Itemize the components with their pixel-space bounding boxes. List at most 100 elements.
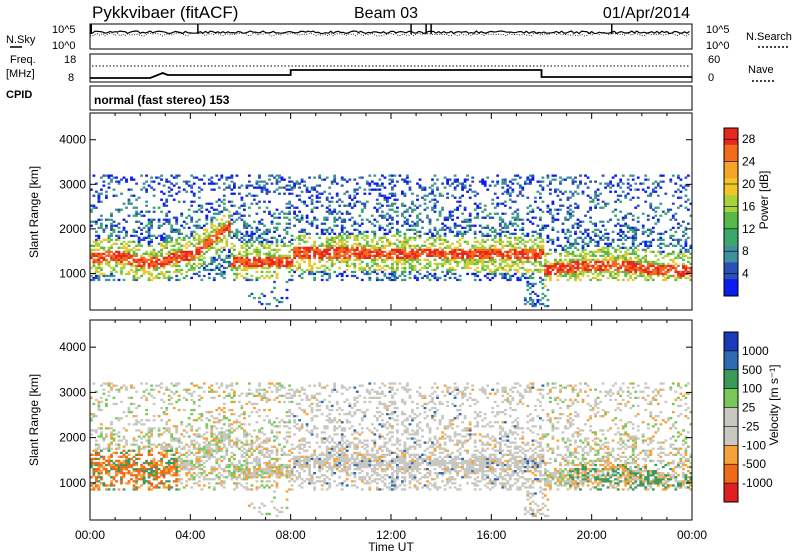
power-cell <box>187 236 191 239</box>
power-cell <box>142 256 146 259</box>
power-cell <box>624 272 628 276</box>
power-cell <box>478 248 482 251</box>
power-cell <box>659 272 663 276</box>
power-cell <box>594 258 597 261</box>
power-cell <box>401 190 404 193</box>
power-cell <box>355 242 359 245</box>
colorbar-swatch <box>724 128 738 146</box>
power-cell <box>323 190 327 193</box>
power-cell <box>308 236 311 239</box>
velocity-cell <box>137 449 141 452</box>
power-cell <box>483 226 487 229</box>
power-cell <box>621 242 625 245</box>
power-cell <box>551 200 555 203</box>
power-cell <box>160 178 163 181</box>
power-cell <box>110 218 113 221</box>
power-cell <box>526 178 530 181</box>
velocity-cell <box>110 421 113 424</box>
power-cell <box>340 244 344 247</box>
power-cell <box>243 264 246 268</box>
power-cell <box>228 262 231 266</box>
power-cell <box>626 270 630 274</box>
power-cell <box>275 208 279 211</box>
power-cell <box>594 232 597 235</box>
velocity-cell <box>135 486 138 489</box>
power-cell <box>373 262 377 266</box>
power-cell <box>285 226 289 229</box>
power-cell <box>190 216 194 219</box>
power-cell <box>192 230 196 233</box>
power-cell <box>381 252 384 255</box>
power-cell <box>473 202 477 205</box>
power-cell <box>107 278 111 282</box>
power-cell <box>581 258 585 261</box>
power-cell <box>355 236 359 239</box>
power-cell <box>486 256 490 259</box>
power-cell <box>403 270 407 274</box>
power-cell <box>584 182 587 185</box>
power-cell <box>471 246 475 249</box>
power-cell <box>320 258 324 261</box>
power-cell <box>556 270 560 274</box>
velocity-cell <box>97 476 101 479</box>
freq-label-line2: [MHz] <box>6 68 35 80</box>
power-cell <box>521 228 525 231</box>
power-cell <box>117 254 121 257</box>
power-cell <box>483 254 487 257</box>
power-cell <box>177 230 181 233</box>
power-cell <box>483 246 487 249</box>
power-cell <box>679 248 683 251</box>
power-cell <box>330 196 334 199</box>
power-cell <box>443 252 447 255</box>
power-cell <box>260 274 264 278</box>
power-cell <box>378 188 382 191</box>
power-cell <box>398 246 402 249</box>
power-cell <box>343 250 347 253</box>
power-cell <box>408 264 412 268</box>
velocity-cell <box>135 468 138 471</box>
power-cell <box>594 190 597 193</box>
power-cell <box>288 222 291 225</box>
power-cell <box>378 206 382 209</box>
power-cell <box>170 258 174 261</box>
power-cell <box>388 252 392 255</box>
power-cell <box>624 270 628 274</box>
velocity-cell <box>122 488 126 491</box>
power-cell <box>348 194 352 197</box>
power-cell <box>431 188 434 191</box>
power-cell <box>511 212 515 215</box>
velocity-cell <box>120 468 123 471</box>
power-cell <box>365 240 369 243</box>
power-cell <box>629 260 633 264</box>
velocity-cell <box>107 463 111 467</box>
power-cell <box>358 268 362 272</box>
power-cell <box>644 242 648 245</box>
power-cell <box>478 242 482 245</box>
power-cell <box>531 248 535 251</box>
power-cell <box>258 300 261 304</box>
power-cell <box>566 240 570 243</box>
power-cell <box>554 260 557 264</box>
power-cell <box>288 212 291 215</box>
power-cell <box>682 252 685 255</box>
power-cell <box>368 182 372 185</box>
power-cell <box>363 268 367 272</box>
power-cell <box>566 206 570 209</box>
power-cell <box>338 246 342 249</box>
power-cell <box>102 274 106 278</box>
power-cell <box>122 202 126 205</box>
power-cell <box>220 250 224 253</box>
power-cell <box>641 240 645 243</box>
power-cell <box>551 220 555 223</box>
power-cell <box>243 266 246 270</box>
velocity-cell <box>110 431 113 434</box>
power-cell <box>666 208 670 211</box>
power-cell <box>604 246 607 249</box>
power-cell <box>202 274 206 278</box>
power-cell <box>130 234 133 237</box>
power-cell <box>115 250 118 253</box>
power-cell <box>531 176 535 179</box>
power-cell <box>564 232 567 235</box>
power-cell <box>162 184 166 187</box>
power-cell <box>147 264 151 268</box>
